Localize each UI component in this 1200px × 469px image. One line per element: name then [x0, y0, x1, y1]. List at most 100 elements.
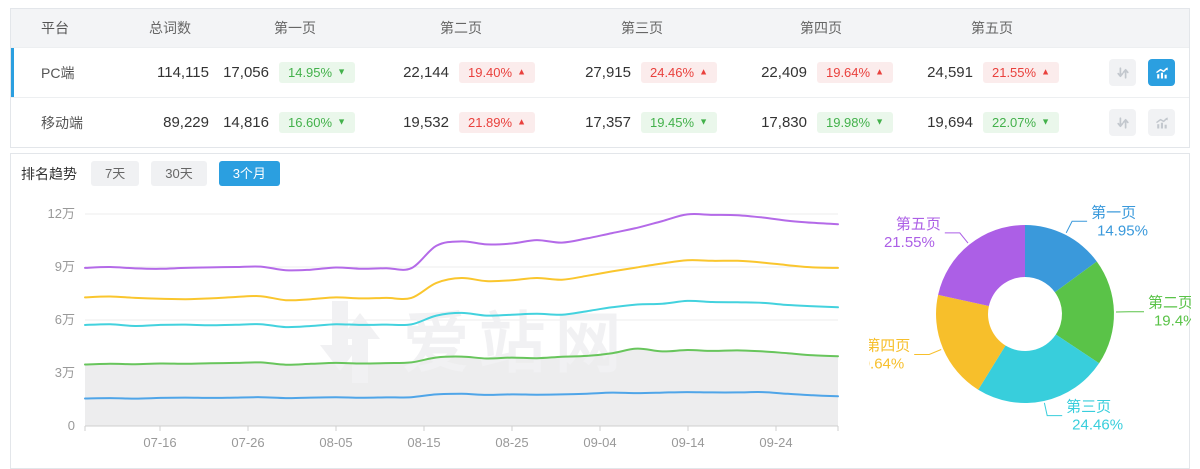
donut-label-percent: 21.55%: [884, 234, 935, 251]
donut-slice-第一页[interactable]: [1025, 225, 1097, 293]
trend-tab-7天[interactable]: 7天: [91, 161, 140, 186]
page-2-cell: 19,532 21.89% ▲: [371, 112, 551, 133]
change-badge: 21.55% ▲: [982, 62, 1059, 83]
page-1-cell: 17,056 14.95% ▼: [219, 62, 371, 83]
sort-icon-button[interactable]: [1109, 109, 1136, 136]
donut-label-name: 第五页: [896, 215, 941, 233]
donut-leader-line: [1043, 402, 1063, 417]
trend-tab-3个月[interactable]: 3个月: [218, 161, 280, 186]
page-1-count: 14,816: [223, 114, 269, 131]
trend-line-第三页[interactable]: [84, 299, 839, 329]
change-badge: 19.98% ▼: [816, 112, 893, 133]
total-words-value: 114,115: [157, 64, 209, 81]
column-header-4: 第三页: [621, 20, 663, 36]
trend-chart-icon-button[interactable]: [1148, 109, 1175, 136]
change-badge: 21.89% ▲: [458, 112, 535, 133]
trend-line-第五页[interactable]: [84, 212, 839, 272]
change-badge: 16.60% ▼: [278, 112, 355, 133]
x-tick-label: 09-04: [583, 435, 616, 450]
up-triangle-icon: ▲: [1041, 66, 1050, 77]
table-row[interactable]: 移动端 89,229 14,816 16.60% ▼ 19,532 21.89% ▲ 17,35…: [11, 97, 1189, 147]
x-tick-label: 09-14: [671, 435, 704, 450]
donut-slice-第五页[interactable]: [938, 225, 1025, 306]
trend-chart-icon-button[interactable]: [1148, 59, 1175, 86]
change-percent: 19.45%: [649, 115, 695, 130]
up-triangle-icon: ▲: [517, 66, 526, 77]
page-5-count: 24,591: [927, 64, 973, 81]
sort-icon: [1116, 66, 1129, 79]
rank-table-card: 平台 总词数 第一页 第二页 第三页 第四页 第五页 PC端 114,115 17,056 14.…: [10, 8, 1190, 148]
trend-line-第四页[interactable]: [84, 259, 839, 302]
donut-slice-第四页[interactable]: [936, 294, 1006, 390]
column-header-0: 平台: [41, 20, 69, 36]
platform-label: 移动端: [41, 114, 83, 131]
change-percent: 21.89%: [467, 115, 513, 130]
trend-line-第一页[interactable]: [84, 391, 839, 400]
y-tick-label: 9万: [55, 259, 75, 274]
trend-tabs: 7天 30天 3个月: [91, 161, 292, 186]
page-4-count: 22,409: [761, 64, 807, 81]
table-header-row: 平台 总词数 第一页 第二页 第三页 第四页 第五页: [11, 9, 1189, 47]
trend-title: 排名趋势: [21, 166, 77, 182]
column-header-5: 第四页: [800, 20, 842, 36]
donut-slice-第二页[interactable]: [1054, 261, 1114, 364]
down-triangle-icon: ▼: [337, 66, 346, 77]
watermark-logo: 爱站网: [320, 301, 621, 383]
down-triangle-icon: ▼: [875, 116, 884, 127]
change-badge: 14.95% ▼: [278, 62, 355, 83]
total-words-value: 89,229: [163, 114, 209, 131]
down-triangle-icon: ▼: [699, 116, 708, 127]
rank-trend-card: 排名趋势 7天 30天 3个月 爱站网 0 3万 6万 9万 12万 07-16 07-26 08-…: [10, 153, 1191, 469]
trend-tab-30天[interactable]: 30天: [151, 161, 207, 186]
page-1-count: 17,056: [223, 64, 269, 81]
donut-label-percent: 19.64%: [869, 356, 904, 373]
down-triangle-icon: ▼: [1041, 116, 1050, 127]
donut-label-name: 第一页: [1091, 203, 1136, 221]
change-badge: 22.07% ▼: [982, 112, 1059, 133]
page-5-cell: 24,591 21.55% ▲: [909, 62, 1075, 83]
trend-chart-icon: [1155, 66, 1168, 78]
up-triangle-icon: ▲: [517, 116, 526, 127]
page-3-count: 27,915: [585, 64, 631, 81]
sort-icon: [1116, 116, 1129, 129]
change-percent: 16.60%: [287, 115, 333, 130]
sort-icon-button[interactable]: [1109, 59, 1136, 86]
x-tick-label: 08-15: [407, 435, 440, 450]
change-percent: 22.07%: [991, 115, 1037, 130]
table-row[interactable]: PC端 114,115 17,056 14.95% ▼ 22,144 19.40% ▲ 27,9…: [11, 47, 1189, 97]
x-tick-label: 08-05: [319, 435, 352, 450]
y-tick-label: 6万: [55, 312, 75, 327]
up-triangle-icon: ▲: [699, 66, 708, 77]
donut-label-name: 第四页: [869, 337, 910, 355]
change-percent: 19.98%: [825, 115, 871, 130]
down-triangle-icon: ▼: [337, 116, 346, 127]
y-tick-label: 0: [68, 418, 75, 433]
page-2-count: 22,144: [403, 64, 449, 81]
column-header-6: 第五页: [971, 20, 1013, 36]
page-4-cell: 17,830 19.98% ▼: [733, 112, 909, 133]
row-actions: [1075, 109, 1189, 136]
page-3-cell: 17,357 19.45% ▼: [551, 112, 733, 133]
page-4-count: 17,830: [761, 114, 807, 131]
column-header-1: 总词数: [149, 20, 191, 36]
donut-label-name: 第二页: [1148, 294, 1191, 312]
trend-header: 排名趋势 7天 30天 3个月: [11, 154, 1189, 194]
donut-label-percent: 14.95%: [1097, 222, 1148, 239]
donut-leader-line: [914, 349, 942, 355]
page-4-cell: 22,409 19.64% ▲: [733, 62, 909, 83]
page-5-count: 19,694: [927, 114, 973, 131]
donut-leader-line: [1065, 220, 1088, 234]
series-area-1: [85, 348, 838, 426]
donut-slice-第三页[interactable]: [978, 334, 1100, 403]
x-tick-label: 09-24: [759, 435, 792, 450]
change-percent: 21.55%: [991, 65, 1037, 80]
y-tick-label: 12万: [48, 206, 75, 221]
change-badge: 19.45% ▼: [640, 112, 717, 133]
table-rows: PC端 114,115 17,056 14.95% ▼ 22,144 19.40% ▲ 27,9…: [11, 47, 1189, 147]
page-5-cell: 19,694 22.07% ▼: [909, 112, 1075, 133]
trend-line-第二页[interactable]: [84, 347, 839, 366]
row-actions: [1075, 59, 1189, 86]
platform-label: PC端: [41, 64, 75, 81]
